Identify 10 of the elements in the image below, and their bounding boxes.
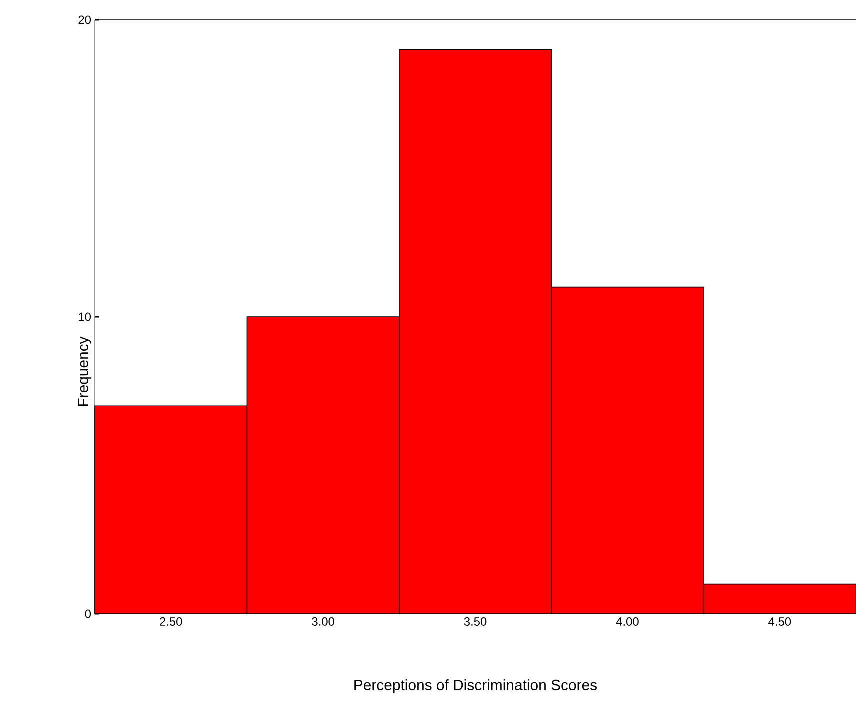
y-tick-label: 20: [78, 16, 92, 24]
y-axis-title: Frequency: [78, 336, 92, 406]
y-tick-label: 10: [79, 312, 92, 322]
x-tick-label: 4.00: [616, 618, 639, 626]
y-tick-label: 0: [85, 610, 92, 618]
x-tick-label: 3.50: [464, 618, 487, 626]
x-tick-label: 3.00: [312, 618, 334, 626]
x-tick-label: 2.50: [160, 618, 182, 626]
x-tick-label: 4.50: [768, 618, 792, 626]
x-axis-title: Perceptions of Discrimination Scores: [354, 680, 597, 694]
